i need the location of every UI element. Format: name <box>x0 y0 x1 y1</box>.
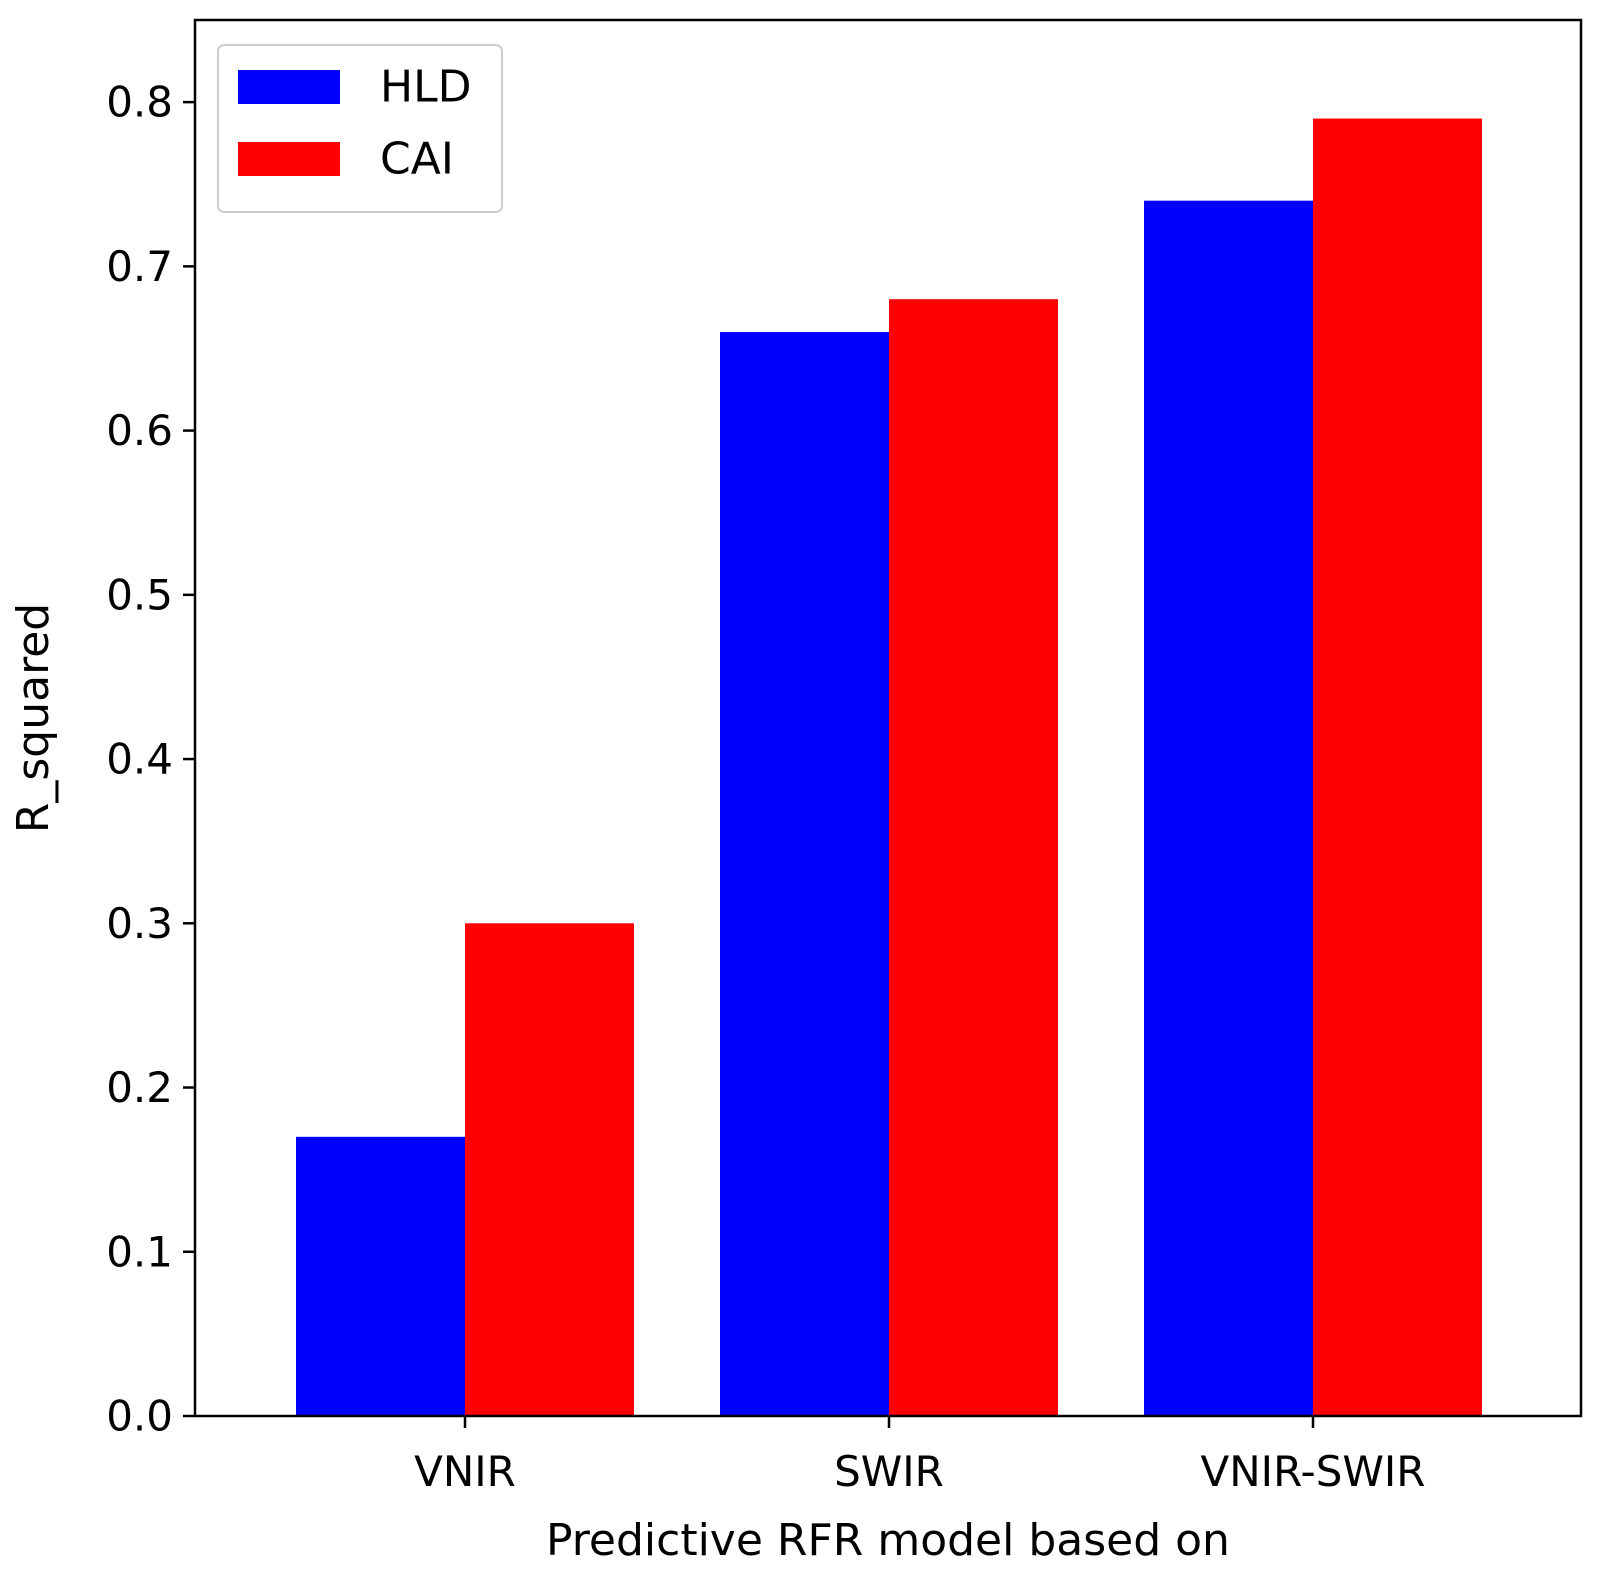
x-tick-label: VNIR <box>414 1447 516 1496</box>
y-axis-label: R_squared <box>8 603 59 833</box>
x-tick-label: VNIR-SWIR <box>1201 1447 1426 1496</box>
bar-hld-vnir <box>296 1136 465 1416</box>
legend-swatch-cai <box>238 142 340 176</box>
bar-cai-swir <box>889 299 1058 1417</box>
y-tick-label: 0.3 <box>106 899 173 948</box>
y-tick-label: 0.5 <box>106 570 173 619</box>
legend: HLD CAI <box>217 44 503 213</box>
y-tick-label: 0.6 <box>106 406 173 455</box>
x-axis-label: Predictive RFR model based on <box>546 1515 1230 1566</box>
x-axis: VNIR SWIR VNIR-SWIR <box>414 1416 1425 1496</box>
bar-cai-vnir <box>465 923 634 1416</box>
x-tick-label: SWIR <box>834 1447 944 1496</box>
bar-hld-swir <box>720 332 889 1416</box>
legend-label-hld: HLD <box>380 62 471 113</box>
legend-label-cai: CAI <box>380 134 454 185</box>
legend-swatch-hld <box>238 70 340 104</box>
bar-cai-vnir-swir <box>1313 118 1482 1417</box>
y-axis: 0.0 0.1 0.2 0.3 0.4 0.5 0.6 0.7 0.8 <box>106 78 195 1441</box>
y-tick-label: 0.4 <box>106 735 173 784</box>
y-tick-label: 0.8 <box>106 78 173 127</box>
y-tick-label: 0.2 <box>106 1063 173 1112</box>
y-tick-label: 0.7 <box>106 242 173 291</box>
bars-group <box>296 118 1482 1417</box>
bar-hld-vnir-swir <box>1144 200 1313 1417</box>
y-tick-label: 0.1 <box>106 1227 173 1276</box>
y-tick-label: 0.0 <box>106 1392 173 1441</box>
